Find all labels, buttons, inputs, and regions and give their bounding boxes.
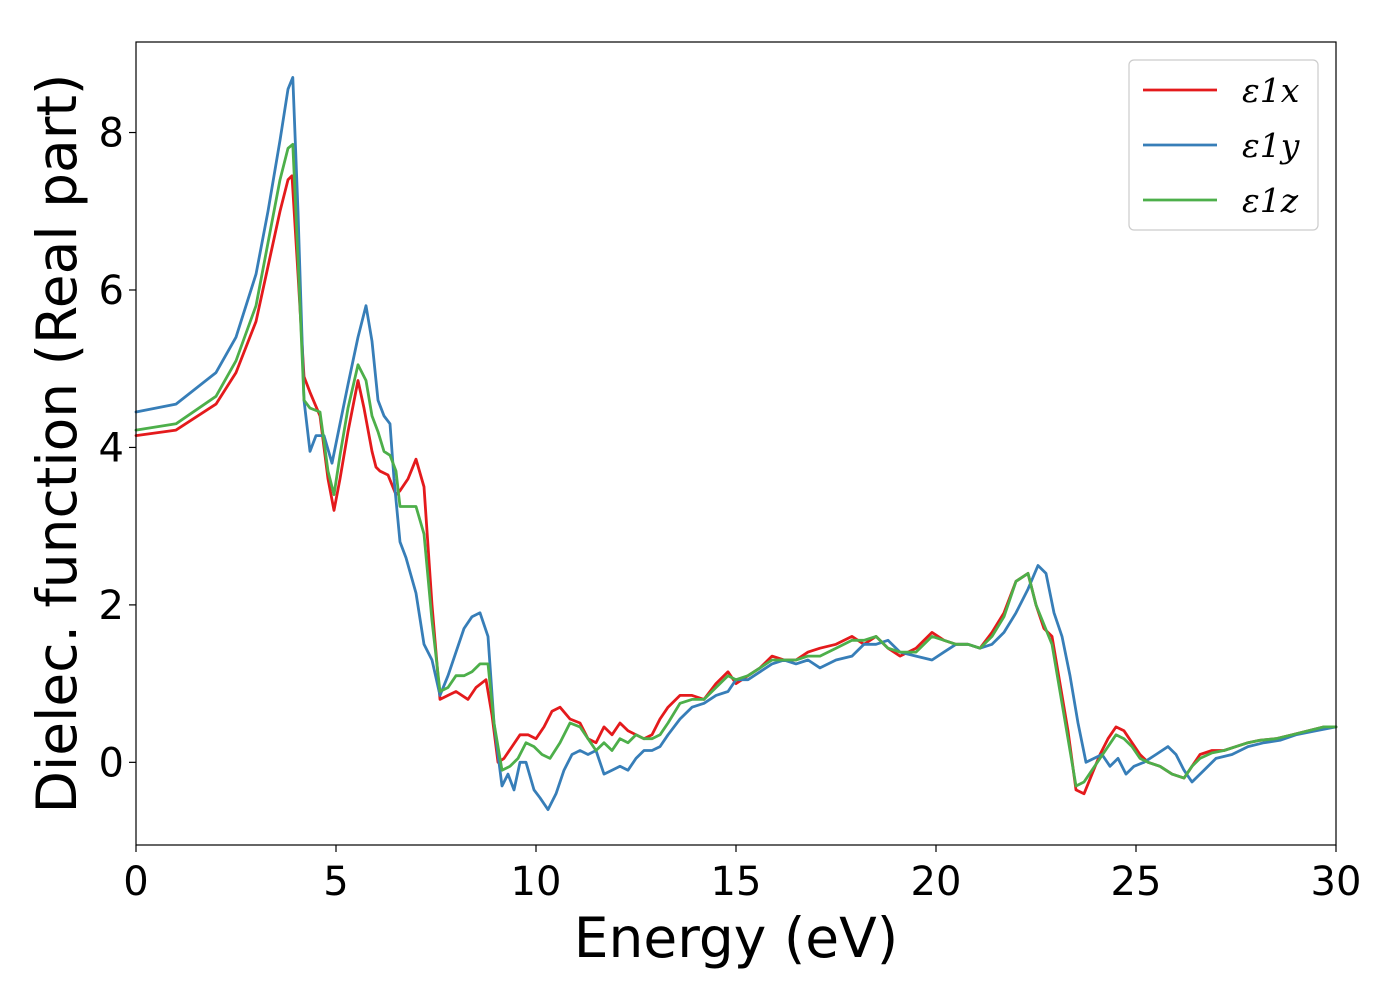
series-line-2 xyxy=(134,76,1338,811)
series-line-1 xyxy=(134,174,1338,796)
y-axis-label: Dielec. function (Real part) xyxy=(25,74,89,814)
series-line-3 xyxy=(134,142,1338,788)
x-tick-label: 20 xyxy=(911,859,962,905)
y-tick-label: 4 xyxy=(99,425,124,471)
legend-label-2: ε1y xyxy=(1242,126,1300,165)
y-tick-label: 6 xyxy=(99,268,124,314)
y-tick-label: 2 xyxy=(99,583,124,629)
legend-label-3: ε1z xyxy=(1242,181,1299,220)
x-axis-ticks: 0 5 10 15 20 25 30 xyxy=(123,845,1361,905)
y-axis-ticks: 0 2 4 6 8 xyxy=(99,111,136,786)
x-axis-label: Energy (eV) xyxy=(574,906,898,970)
y-tick-label: 0 xyxy=(99,740,124,786)
x-tick-label: 30 xyxy=(1311,859,1362,905)
legend-box xyxy=(1128,59,1319,231)
x-tick-label: 5 xyxy=(323,859,348,905)
legend: ε1x ε1y ε1z xyxy=(1128,59,1319,231)
legend-label-1: ε1x xyxy=(1242,71,1300,110)
x-tick-label: 10 xyxy=(511,859,562,905)
x-tick-label: 0 xyxy=(123,859,148,905)
x-tick-label: 25 xyxy=(1111,859,1162,905)
series-layer xyxy=(134,76,1338,811)
y-tick-label: 8 xyxy=(99,111,124,157)
x-tick-label: 15 xyxy=(711,859,762,905)
